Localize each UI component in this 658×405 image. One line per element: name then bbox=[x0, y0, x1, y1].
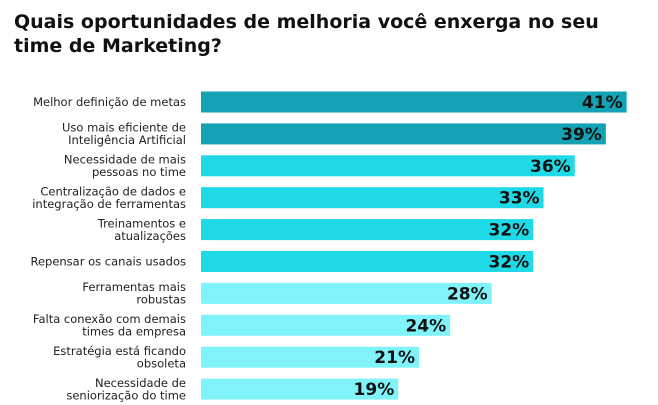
category-label: Repensar os canais usados bbox=[30, 255, 186, 269]
bar bbox=[201, 187, 544, 209]
bar-value-label: 32% bbox=[488, 253, 529, 273]
bar bbox=[201, 123, 606, 145]
bar-value-label: 24% bbox=[405, 316, 446, 336]
bar-value-label: 21% bbox=[374, 348, 415, 368]
bar-value-label: 19% bbox=[354, 380, 395, 400]
bar bbox=[201, 314, 451, 336]
bar-value-label: 33% bbox=[499, 189, 540, 209]
bar bbox=[201, 91, 627, 113]
bar bbox=[201, 219, 534, 241]
bar bbox=[201, 378, 399, 400]
bar-value-label: 41% bbox=[582, 93, 623, 113]
category-label: Necessidade de mais pessoas no time bbox=[64, 153, 186, 180]
category-label: Ferramentas mais robustas bbox=[82, 280, 186, 307]
bar-value-label: 32% bbox=[488, 221, 529, 241]
bar-value-label: 28% bbox=[447, 284, 488, 304]
bar bbox=[201, 346, 419, 368]
bar bbox=[201, 251, 534, 272]
category-label: Treinamentos e atualizações bbox=[97, 216, 186, 243]
bar-value-label: 39% bbox=[561, 125, 602, 145]
category-label: Uso mais eficiente de Inteligência Artifi… bbox=[62, 121, 186, 148]
category-label: Centralização de dados e integração de fe… bbox=[32, 184, 186, 211]
bar-value-label: 36% bbox=[530, 157, 571, 177]
chart-title: Quais oportunidades de melhoria você enx… bbox=[14, 11, 599, 57]
category-label: Necessidade de seniorização do time bbox=[66, 376, 186, 403]
bar bbox=[201, 282, 492, 304]
category-label: Estratégia está ficando obsoleta bbox=[53, 344, 186, 371]
category-label: Falta conexão com demais times da empresa bbox=[33, 312, 186, 339]
category-label: Melhor definição de metas bbox=[33, 95, 186, 109]
bar bbox=[201, 155, 575, 177]
